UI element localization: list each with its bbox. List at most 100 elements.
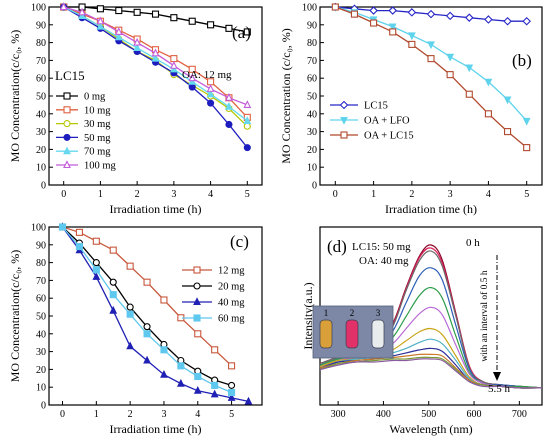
- panel-b: 0 1 2 3 4 50102030405060708090100Irradiation …: [279, 3, 543, 216]
- y-tick-label: 30: [307, 127, 317, 138]
- y-tick-label: 30: [36, 347, 46, 358]
- y-tick-label: 60: [36, 74, 46, 85]
- y-tick-label: 30: [36, 127, 46, 138]
- data-point: [92, 237, 100, 245]
- x-axis-title: Wavelength (nm): [389, 422, 472, 436]
- data-point: [503, 96, 512, 105]
- y-tick-label: 40: [307, 109, 317, 120]
- legend-label: OA + LFO: [364, 116, 410, 127]
- x-tick-label: 1: [94, 409, 99, 420]
- legend-entry: 100 mg: [56, 160, 117, 172]
- x-axis-title: Irradiation time (h): [110, 422, 202, 436]
- data-point: [484, 110, 492, 118]
- series-20-mg: [58, 223, 236, 389]
- data-point: [427, 41, 435, 50]
- data-point: [523, 144, 531, 152]
- data-point: [388, 6, 398, 15]
- y-tick-label: 70: [307, 56, 317, 67]
- data-point: [177, 362, 185, 370]
- data-point: [96, 16, 105, 25]
- data-point: [207, 99, 215, 107]
- data-point: [210, 389, 219, 398]
- series-60-mg: [58, 223, 236, 397]
- x-tick-label: 4: [195, 409, 200, 420]
- data-point: [151, 53, 160, 62]
- y-axis-title: MO Concentration(c/c₀, %): [8, 30, 22, 162]
- data-point: [331, 3, 339, 11]
- data-point: [188, 73, 197, 82]
- data-point: [115, 7, 123, 15]
- x-tick-label: 4: [486, 189, 491, 200]
- panel-c: 0 1 2 3 4 50102030405060708090100Irradiation …: [8, 222, 263, 436]
- data-point: [484, 15, 493, 24]
- data-point: [225, 120, 233, 129]
- legend-entry: OA + LFO: [330, 116, 410, 127]
- data-point: [193, 386, 202, 394]
- annotation-line: LC15: 50 mg: [352, 241, 411, 253]
- data-point: [109, 246, 117, 254]
- data-point: [176, 378, 185, 387]
- legend-label: 40 mg: [218, 298, 245, 309]
- legend-entry: 20 mg: [182, 282, 245, 293]
- annotation-line: OA: 40 mg: [359, 255, 409, 267]
- data-point: [465, 90, 473, 98]
- inset-label: LC15: [55, 68, 85, 83]
- data-point: [160, 370, 168, 378]
- x-axis-title: Irradiation time (h): [110, 202, 202, 216]
- legend-entry: 10 mg: [56, 105, 111, 116]
- y-tick-label: 50: [36, 312, 46, 323]
- series-line: [62, 226, 233, 367]
- legend-entry: 0 mg: [56, 92, 106, 103]
- legend-entry: 70 mg: [56, 146, 111, 158]
- data-point: [59, 2, 68, 11]
- legend-entry: 50 mg: [56, 133, 111, 144]
- legend-entry: 30 mg: [56, 119, 111, 130]
- data-point: [170, 55, 178, 63]
- y-tick-label: 70: [36, 276, 46, 287]
- legend-entry: 60 mg: [182, 314, 245, 325]
- y-tick-label: 0: [41, 181, 46, 192]
- series-70-mg: [59, 2, 252, 124]
- data-point: [133, 8, 141, 16]
- legend-label: OA + LC15: [364, 131, 414, 142]
- data-point: [446, 53, 455, 62]
- legend-marker: [63, 146, 71, 155]
- data-point: [211, 346, 219, 354]
- vial-label: 1: [324, 308, 329, 318]
- data-point: [96, 5, 104, 13]
- data-point: [211, 381, 219, 389]
- y-tick-label: 100: [31, 223, 46, 234]
- data-point: [207, 21, 215, 29]
- x-tick-label: 3: [448, 189, 453, 200]
- data-point: [225, 24, 233, 32]
- y-tick-label: 60: [36, 294, 46, 305]
- y-tick-label: 90: [36, 20, 46, 31]
- y-tick-label: 10: [36, 163, 46, 174]
- legend-marker: [340, 131, 348, 139]
- data-point: [96, 21, 105, 30]
- data-point: [194, 330, 202, 338]
- data-point: [446, 71, 454, 79]
- time-end-label: 5.5 h: [488, 383, 511, 395]
- series-oa-lfo: [331, 3, 531, 126]
- data-point: [109, 291, 117, 299]
- data-point: [133, 37, 142, 46]
- data-point: [92, 266, 100, 274]
- data-point: [484, 78, 493, 87]
- time-start-label: 0 h: [466, 237, 480, 249]
- data-point: [465, 64, 474, 73]
- legend-label: 0 mg: [84, 92, 106, 103]
- y-tick-label: 20: [36, 365, 46, 376]
- data-point: [188, 77, 197, 85]
- x-tick-label: 600: [467, 409, 482, 420]
- legend-marker: [193, 297, 201, 306]
- x-tick-label: 400: [376, 409, 391, 420]
- y-tick-label: 40: [36, 109, 46, 120]
- data-point: [143, 323, 151, 331]
- x-tick-label: 3: [161, 409, 166, 420]
- vial: [319, 319, 333, 349]
- vial: [371, 319, 385, 349]
- legend-marker: [193, 314, 201, 322]
- x-tick-label: 5: [229, 409, 234, 420]
